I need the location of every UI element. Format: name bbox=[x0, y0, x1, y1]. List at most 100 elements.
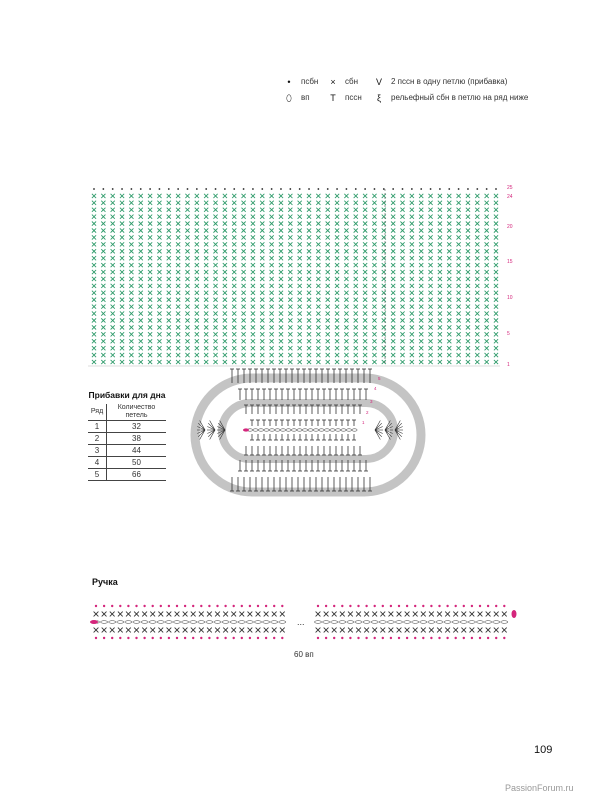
cross-stitch-icon bbox=[396, 627, 402, 633]
cross-stitch-icon bbox=[269, 262, 275, 268]
cross-stitch-icon bbox=[362, 297, 368, 303]
cross-stitch-icon bbox=[362, 200, 368, 206]
fan-stitch-line bbox=[207, 429, 216, 434]
cross-stitch-icon bbox=[241, 248, 246, 254]
cross-stitch-icon bbox=[185, 207, 190, 213]
cross-stitch-icon bbox=[437, 235, 443, 240]
dot-stitch-icon bbox=[373, 636, 376, 640]
cross-stitch-icon bbox=[222, 338, 228, 344]
header-row: Ряд bbox=[88, 404, 107, 421]
dot-stitch-icon bbox=[397, 636, 401, 640]
cross-stitch-icon bbox=[409, 304, 415, 310]
dot-stitch-icon bbox=[167, 604, 171, 608]
t-stitch-icon bbox=[230, 477, 234, 492]
dot-stitch-icon bbox=[175, 604, 179, 608]
dot-stitch-icon bbox=[316, 636, 320, 640]
cross-stitch-icon bbox=[175, 235, 181, 240]
t-stitch-icon bbox=[292, 460, 296, 472]
cross-stitch-icon bbox=[147, 276, 153, 282]
cross-stitch-icon bbox=[147, 359, 153, 365]
t-stitch-icon bbox=[308, 368, 312, 383]
cross-stitch-icon bbox=[485, 611, 491, 617]
cross-stitch-icon bbox=[418, 324, 424, 330]
cross-stitch-icon bbox=[157, 311, 162, 316]
cross-stitch-icon bbox=[259, 338, 265, 344]
cross-stitch-icon bbox=[241, 235, 246, 240]
cross-stitch-icon bbox=[474, 235, 480, 240]
cross-stitch-icon bbox=[456, 262, 462, 268]
dot-stitch-icon bbox=[373, 604, 376, 608]
chain-stitch-icon bbox=[403, 620, 411, 624]
cross-stitch-icon bbox=[400, 214, 405, 220]
cross-stitch-icon bbox=[185, 324, 190, 330]
dot-stitch-icon bbox=[111, 636, 114, 640]
cross-stitch-icon bbox=[100, 214, 106, 220]
cross-stitch-icon bbox=[91, 214, 97, 220]
cross-stitch-icon bbox=[287, 311, 293, 316]
chain-stitch-icon bbox=[221, 620, 230, 624]
cell-row: 3 bbox=[88, 444, 107, 457]
cross-stitch-icon bbox=[409, 331, 415, 337]
cross-stitch-icon bbox=[493, 359, 499, 365]
cross-stitch-icon bbox=[297, 235, 303, 240]
cross-stitch-icon bbox=[390, 255, 396, 261]
cross-stitch-icon bbox=[222, 200, 228, 206]
cross-stitch-icon bbox=[353, 248, 359, 254]
watermark: PassionForum.ru bbox=[505, 783, 574, 793]
cross-stitch-icon bbox=[484, 255, 490, 261]
cross-stitch-icon bbox=[390, 331, 396, 337]
cross-stitch-icon bbox=[353, 338, 359, 344]
fan-stitch-line bbox=[384, 422, 392, 431]
cross-stitch-icon bbox=[93, 627, 99, 633]
cross-stitch-icon bbox=[344, 221, 349, 227]
cross-stitch-icon bbox=[147, 318, 153, 323]
cross-stitch-icon bbox=[287, 228, 293, 233]
cross-stitch-icon bbox=[477, 611, 483, 617]
cross-stitch-icon bbox=[147, 269, 153, 275]
cross-stitch-icon bbox=[110, 207, 116, 213]
cross-stitch-icon bbox=[287, 297, 293, 303]
dot-stitch-icon bbox=[478, 604, 482, 608]
chain-stitch-icon bbox=[459, 620, 468, 624]
cross-stitch-icon bbox=[138, 311, 144, 316]
cross-stitch-icon bbox=[334, 221, 340, 227]
dot-stitch-icon bbox=[364, 188, 367, 190]
t-stitch-icon bbox=[236, 368, 240, 383]
cross-stitch-icon bbox=[362, 193, 368, 199]
cross-stitch-icon bbox=[409, 241, 415, 247]
oval-icon: ⬯ bbox=[286, 93, 292, 103]
chain-stitch-icon bbox=[346, 428, 352, 432]
cross-stitch-icon bbox=[157, 248, 162, 254]
cross-stitch-icon bbox=[297, 241, 303, 247]
cross-stitch-icon bbox=[456, 331, 462, 337]
t-stitch-icon bbox=[364, 460, 368, 472]
dot-stitch-icon bbox=[232, 636, 235, 640]
cross-stitch-icon bbox=[344, 193, 349, 199]
cross-stitch-icon bbox=[400, 221, 405, 227]
t-stitch-icon bbox=[334, 419, 338, 426]
cross-stitch-icon bbox=[119, 255, 125, 261]
cross-stitch-icon bbox=[409, 276, 415, 282]
chain-stitch-icon bbox=[274, 428, 281, 432]
cross-stitch-icon bbox=[297, 228, 303, 233]
cross-stitch-icon bbox=[306, 324, 312, 330]
cross-stitch-icon bbox=[428, 331, 433, 337]
cross-stitch-icon bbox=[138, 269, 144, 275]
cross-stitch-icon bbox=[446, 311, 452, 316]
dot-stitch-icon bbox=[486, 604, 490, 608]
cross-stitch-icon bbox=[334, 318, 340, 323]
cross-stitch-icon bbox=[390, 283, 396, 289]
t-stitch-icon bbox=[292, 404, 296, 414]
cross-stitch-icon bbox=[484, 248, 490, 254]
cross-stitch-icon bbox=[222, 611, 229, 617]
cross-stitch-icon bbox=[175, 248, 181, 254]
cross-stitch-icon bbox=[372, 352, 377, 358]
cross-stitch-icon bbox=[297, 311, 303, 316]
cross-stitch-icon bbox=[190, 611, 196, 617]
cross-stitch-icon bbox=[325, 214, 331, 220]
cross-stitch-icon bbox=[269, 276, 275, 282]
inner-ring bbox=[218, 399, 398, 463]
cross-stitch-icon bbox=[325, 318, 331, 323]
cross-stitch-icon bbox=[213, 331, 218, 337]
dot-stitch-icon bbox=[365, 604, 368, 608]
